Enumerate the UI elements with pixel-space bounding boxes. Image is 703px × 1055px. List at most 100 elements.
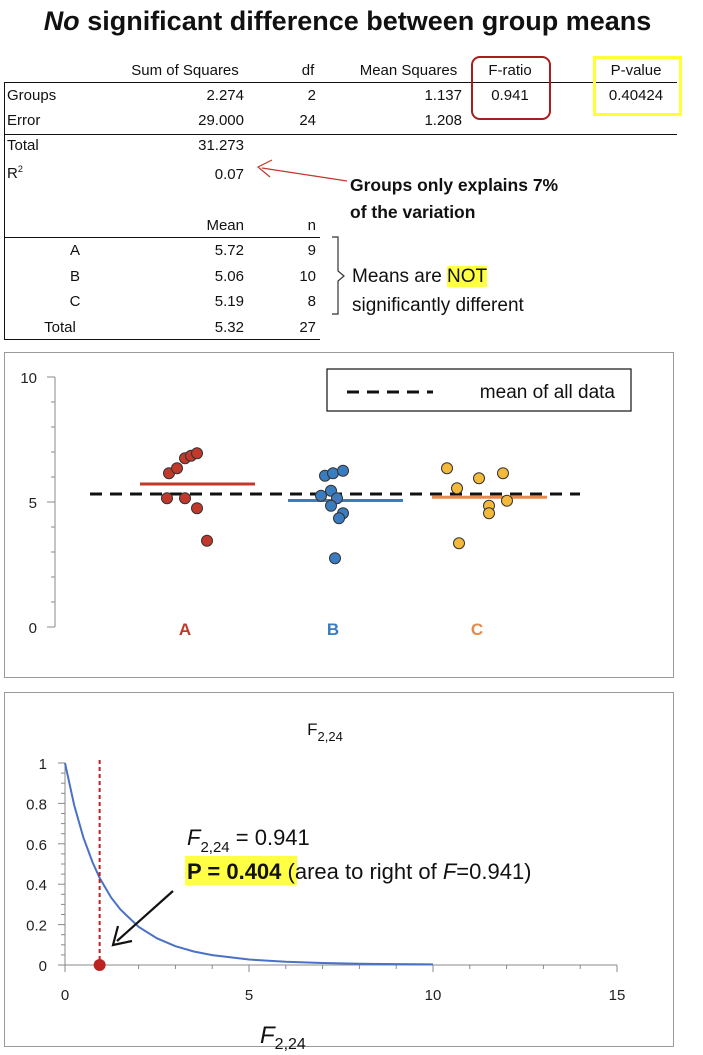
data-point-b	[333, 512, 345, 525]
data-point-a	[191, 502, 203, 515]
annotation-line1: F2,24 = 0.941	[187, 825, 310, 856]
data-point-b	[315, 489, 327, 502]
f-y-tick-label: 0.2	[26, 918, 47, 935]
category-label-a: A	[179, 620, 191, 639]
means-c-mean: 5.19	[214, 293, 244, 310]
category-label-c: C	[471, 620, 483, 639]
groups-p-value: 0.40424	[608, 87, 664, 104]
data-point-a	[179, 492, 191, 505]
groups-f-ratio: 0.941	[491, 87, 529, 104]
means-bottom-rule	[4, 339, 320, 340]
data-point-a	[171, 462, 183, 475]
groups-ms: 1.137	[424, 87, 462, 104]
legend: mean of all data	[326, 368, 632, 412]
legend-label: mean of all data	[480, 382, 616, 403]
row-label-error: Error	[7, 112, 41, 129]
f-y-tick-label: 0.4	[26, 877, 47, 894]
annotation-arrowhead	[111, 925, 133, 947]
annotation-arrow	[116, 890, 174, 942]
groups-df: 2	[307, 87, 316, 104]
y-tick-label: 0	[29, 620, 37, 637]
r2-callout: Groups only explains 7% of the variation	[350, 172, 558, 226]
f-y-tick-label: 0.6	[26, 837, 47, 854]
data-point-c	[453, 537, 465, 550]
title-rest: significant difference between group mea…	[79, 6, 652, 36]
groups-ss: 2.274	[206, 87, 244, 104]
p-value-highlight	[185, 856, 297, 885]
header-n: n	[307, 217, 316, 234]
not-highlight: NOT	[447, 266, 488, 287]
y-tick-label: 10	[20, 370, 37, 387]
data-point-b	[327, 467, 339, 480]
p-value-highlight-box	[593, 56, 682, 116]
data-point-c	[497, 467, 509, 480]
dot-plot-panel: 0 5 10 mean of all data A B C	[4, 352, 674, 678]
data-point-c	[483, 507, 495, 520]
r2-callout-line2: of the variation	[350, 202, 476, 222]
title-emphasis: No	[43, 6, 80, 36]
data-point-b	[325, 499, 337, 512]
f-y-tick-label: 0	[39, 958, 47, 975]
error-ms: 1.208	[424, 112, 462, 129]
f-y-tick-label: 0.8	[26, 796, 47, 813]
r2-callout-line1: Groups only explains 7%	[350, 175, 559, 195]
data-point-c	[501, 494, 513, 507]
means-label-total: Total	[44, 319, 76, 336]
row-label-groups: Groups	[7, 87, 57, 104]
row-label-r-squared: R2	[7, 164, 23, 182]
header-mean-squares: Mean Squares	[359, 62, 458, 79]
header-mean: Mean	[206, 217, 244, 234]
error-ss: 29.000	[198, 112, 244, 129]
data-point-c	[451, 482, 463, 495]
category-label-b: B	[327, 620, 339, 639]
means-label-b: B	[69, 268, 80, 285]
f-x-tick-label: 0	[61, 987, 69, 1004]
error-df: 24	[299, 112, 316, 129]
means-top-rule	[4, 237, 320, 238]
means-total-n: 27	[299, 319, 316, 336]
r-squared-value: 0.07	[214, 166, 244, 183]
f-x-tick-label: 15	[609, 987, 626, 1004]
f-observed-point	[93, 959, 106, 971]
header-f-ratio: F-ratio	[488, 62, 532, 79]
table-top-rule	[4, 82, 677, 83]
means-b-mean: 5.06	[214, 268, 244, 285]
total-ss: 31.273	[198, 137, 244, 154]
row-label-total: Total	[7, 137, 39, 154]
means-c-n: 8	[307, 293, 316, 310]
table-total-rule	[4, 134, 677, 135]
annotation-line2: P = 0.404 (area to right of F=0.941)	[187, 859, 532, 884]
header-df: df	[301, 62, 315, 79]
f-x-tick-label: 5	[245, 987, 253, 1004]
f-distribution-panel: F2,24 0 0.2 0.4 0.6 0.8 1 0 5 10 15 F2,24 = 0.941 P …	[4, 692, 674, 1047]
means-b-n: 10	[299, 268, 316, 285]
data-point-a	[201, 534, 213, 547]
means-total-mean: 5.32	[214, 319, 244, 336]
f-density-curve	[64, 762, 434, 966]
means-a-mean: 5.72	[214, 242, 244, 259]
f-x-tick-label: 10	[425, 987, 442, 1004]
data-point-b	[329, 552, 341, 565]
means-note-line2: significantly different	[352, 295, 524, 316]
f-axis-title: F2,24	[260, 1022, 306, 1053]
table-left-border	[4, 82, 5, 340]
r2-callout-arrow	[256, 159, 348, 315]
means-note: Means are NOT significantly different	[352, 262, 524, 320]
data-point-c	[441, 462, 453, 475]
data-point-a	[161, 492, 173, 505]
data-point-a	[191, 447, 203, 460]
header-p-value: P-value	[610, 62, 662, 79]
means-a-n: 9	[307, 242, 316, 259]
header-sum-of-squares: Sum of Squares	[131, 62, 239, 79]
dot-plot: 0 5 10 mean of all data A B C	[20, 368, 632, 639]
means-label-c: C	[69, 293, 81, 310]
f-ratio-highlight-box	[471, 56, 551, 120]
legend-box	[326, 368, 632, 412]
f-y-tick-label: 1	[39, 756, 47, 773]
f-plot-title: F2,24	[307, 720, 343, 744]
page-title: No significant difference between group …	[0, 6, 695, 37]
means-label-a: A	[69, 242, 80, 259]
data-point-b	[337, 464, 349, 477]
y-tick-label: 5	[29, 495, 37, 512]
